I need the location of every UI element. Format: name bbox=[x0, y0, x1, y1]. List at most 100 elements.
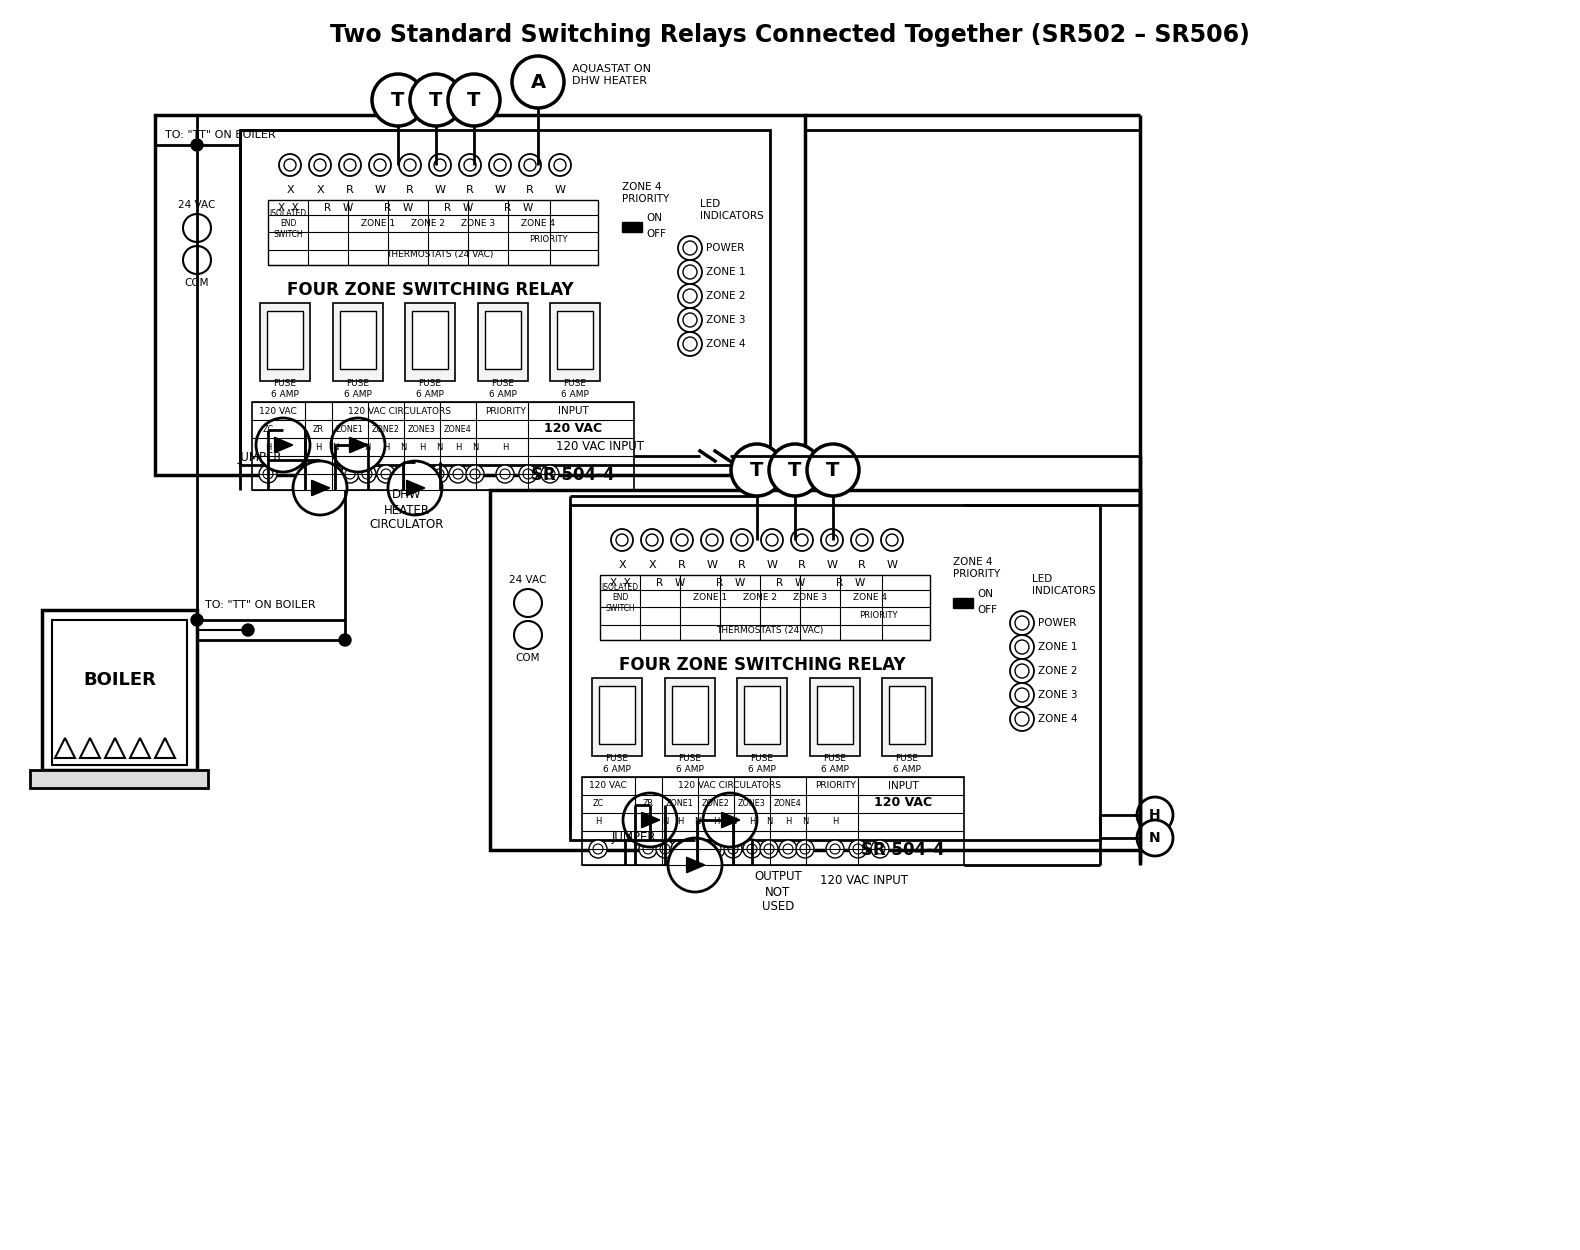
Bar bbox=[43, 610, 198, 770]
Text: H: H bbox=[455, 442, 461, 451]
Text: N: N bbox=[694, 818, 700, 826]
Text: ZONE 1: ZONE 1 bbox=[1038, 642, 1078, 652]
Text: W: W bbox=[523, 202, 532, 212]
Circle shape bbox=[344, 469, 356, 479]
Text: FUSE
6 AMP: FUSE 6 AMP bbox=[676, 754, 705, 774]
Text: H: H bbox=[1149, 808, 1161, 822]
Text: W: W bbox=[435, 185, 446, 195]
Text: H: H bbox=[314, 442, 321, 451]
Polygon shape bbox=[641, 812, 660, 828]
Text: 120 VAC: 120 VAC bbox=[259, 406, 297, 415]
Circle shape bbox=[378, 465, 395, 482]
Circle shape bbox=[340, 634, 351, 646]
Text: W: W bbox=[766, 560, 777, 570]
Bar bbox=[240, 130, 769, 465]
Circle shape bbox=[732, 444, 784, 496]
Text: H: H bbox=[382, 442, 389, 451]
Text: FUSE
6 AMP: FUSE 6 AMP bbox=[604, 754, 630, 774]
Text: N: N bbox=[472, 442, 479, 451]
Circle shape bbox=[660, 844, 670, 854]
Circle shape bbox=[1010, 707, 1033, 731]
Circle shape bbox=[1014, 688, 1029, 702]
Text: FOUR ZONE SWITCHING RELAY: FOUR ZONE SWITCHING RELAY bbox=[286, 281, 574, 299]
Text: 120 VAC INPUT: 120 VAC INPUT bbox=[820, 874, 908, 886]
Text: ZC: ZC bbox=[262, 425, 273, 434]
Text: X: X bbox=[648, 560, 656, 570]
Circle shape bbox=[430, 465, 449, 482]
Text: PRIORITY: PRIORITY bbox=[529, 235, 567, 245]
Polygon shape bbox=[275, 438, 292, 452]
Text: SR 504-4: SR 504-4 bbox=[531, 466, 615, 484]
Circle shape bbox=[1010, 682, 1033, 707]
Text: R: R bbox=[346, 185, 354, 195]
Bar bbox=[52, 620, 186, 765]
Bar bbox=[155, 115, 804, 475]
Bar bbox=[251, 402, 634, 490]
Circle shape bbox=[370, 154, 390, 176]
Circle shape bbox=[496, 465, 514, 482]
Circle shape bbox=[465, 159, 476, 171]
Text: T: T bbox=[430, 90, 442, 110]
Text: ON: ON bbox=[646, 213, 662, 222]
Circle shape bbox=[453, 469, 463, 479]
Circle shape bbox=[643, 844, 653, 854]
Bar bbox=[581, 778, 964, 865]
Circle shape bbox=[592, 844, 604, 854]
Bar bbox=[412, 311, 449, 369]
Text: ZONE3: ZONE3 bbox=[738, 800, 766, 809]
Bar bbox=[269, 200, 597, 265]
Bar bbox=[736, 678, 787, 756]
Circle shape bbox=[488, 154, 510, 176]
Text: A: A bbox=[531, 72, 545, 91]
Circle shape bbox=[826, 534, 837, 546]
Polygon shape bbox=[349, 438, 368, 452]
Bar bbox=[623, 222, 641, 232]
Circle shape bbox=[641, 529, 664, 551]
Text: X  X: X X bbox=[278, 202, 299, 212]
Text: ZONE 2: ZONE 2 bbox=[743, 594, 777, 602]
Circle shape bbox=[678, 284, 702, 308]
Circle shape bbox=[747, 844, 757, 854]
Text: ZONE 3: ZONE 3 bbox=[461, 220, 495, 229]
Text: ZONE 2: ZONE 2 bbox=[1038, 666, 1078, 676]
Text: N: N bbox=[662, 818, 668, 826]
Text: ZONE 4: ZONE 4 bbox=[521, 220, 555, 229]
Circle shape bbox=[449, 465, 468, 482]
Circle shape bbox=[724, 840, 743, 858]
Text: PRIORITY: PRIORITY bbox=[860, 610, 897, 620]
Circle shape bbox=[1014, 664, 1029, 678]
Text: R: R bbox=[504, 202, 512, 212]
Bar bbox=[558, 311, 592, 369]
Text: H: H bbox=[785, 818, 792, 826]
Text: N: N bbox=[436, 442, 442, 451]
Circle shape bbox=[466, 465, 483, 482]
Bar bbox=[550, 302, 600, 381]
Circle shape bbox=[469, 469, 480, 479]
Circle shape bbox=[830, 844, 841, 854]
Circle shape bbox=[678, 260, 702, 284]
Text: H: H bbox=[676, 818, 683, 826]
Text: JUMPER: JUMPER bbox=[239, 451, 283, 465]
Circle shape bbox=[325, 465, 344, 482]
Circle shape bbox=[417, 469, 427, 479]
Circle shape bbox=[545, 469, 555, 479]
Circle shape bbox=[435, 159, 446, 171]
Circle shape bbox=[525, 159, 536, 171]
Circle shape bbox=[886, 534, 897, 546]
Text: R: R bbox=[324, 202, 332, 212]
Text: THERMOSTATS (24 VAC): THERMOSTATS (24 VAC) bbox=[387, 250, 493, 260]
Circle shape bbox=[259, 465, 276, 482]
Circle shape bbox=[256, 418, 310, 472]
Text: OFF: OFF bbox=[646, 229, 667, 239]
Text: ZONE1: ZONE1 bbox=[667, 800, 694, 809]
Text: R: R bbox=[776, 578, 784, 587]
Text: COM: COM bbox=[185, 278, 209, 288]
Bar bbox=[665, 678, 716, 756]
Text: W: W bbox=[826, 560, 837, 570]
Circle shape bbox=[183, 214, 212, 243]
Circle shape bbox=[292, 461, 348, 515]
Circle shape bbox=[341, 465, 359, 482]
Text: W: W bbox=[706, 560, 717, 570]
Bar bbox=[267, 311, 303, 369]
Circle shape bbox=[683, 338, 697, 351]
